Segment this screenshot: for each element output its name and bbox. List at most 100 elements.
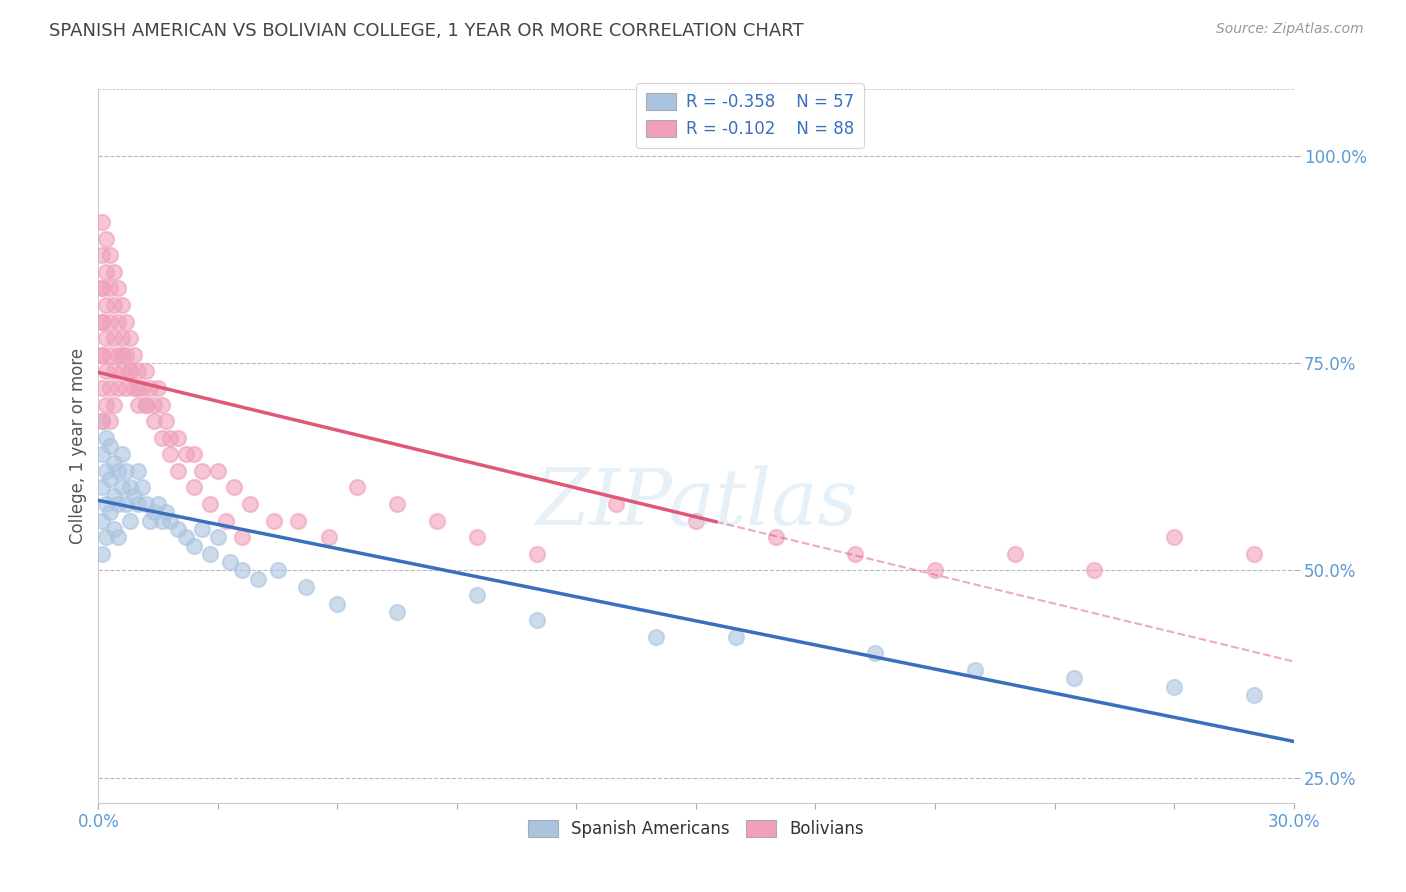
Point <box>1243 688 1265 702</box>
Point <box>96 231 118 245</box>
Point <box>844 547 866 561</box>
Point <box>167 464 190 478</box>
Point <box>167 522 190 536</box>
Point <box>103 522 125 536</box>
Point <box>139 514 162 528</box>
Point <box>183 481 205 495</box>
Point <box>103 265 125 279</box>
Point <box>107 281 129 295</box>
Point <box>96 497 118 511</box>
Point <box>115 314 138 328</box>
Point <box>724 630 747 644</box>
Point <box>167 431 190 445</box>
Point <box>139 381 162 395</box>
Point <box>346 481 368 495</box>
Point <box>287 514 309 528</box>
Point <box>91 514 114 528</box>
Point <box>207 530 229 544</box>
Point <box>1243 547 1265 561</box>
Point <box>103 298 125 312</box>
Point <box>91 481 114 495</box>
Point <box>765 530 787 544</box>
Point <box>107 464 129 478</box>
Point <box>183 539 205 553</box>
Point <box>150 514 173 528</box>
Point <box>91 248 114 262</box>
Point <box>198 497 221 511</box>
Point <box>98 381 122 395</box>
Point <box>426 514 449 528</box>
Point <box>191 464 214 478</box>
Point <box>685 514 707 528</box>
Point <box>155 505 177 519</box>
Point <box>107 530 129 544</box>
Point <box>124 348 146 362</box>
Text: ZIPatlas: ZIPatlas <box>534 465 858 541</box>
Point <box>1163 530 1185 544</box>
Point <box>159 514 181 528</box>
Point <box>159 431 181 445</box>
Point <box>267 564 290 578</box>
Point <box>91 314 114 328</box>
Point <box>526 613 548 627</box>
Point <box>127 364 149 378</box>
Point <box>1083 564 1105 578</box>
Point <box>91 281 114 295</box>
Point <box>526 547 548 561</box>
Point <box>155 414 177 428</box>
Point <box>98 348 122 362</box>
Point <box>1063 671 1085 685</box>
Point <box>131 481 153 495</box>
Point <box>1163 680 1185 694</box>
Point <box>150 431 173 445</box>
Point <box>111 364 134 378</box>
Point <box>96 364 118 378</box>
Point <box>107 381 129 395</box>
Point <box>645 630 668 644</box>
Point <box>111 331 134 345</box>
Text: SPANISH AMERICAN VS BOLIVIAN COLLEGE, 1 YEAR OR MORE CORRELATION CHART: SPANISH AMERICAN VS BOLIVIAN COLLEGE, 1 … <box>49 22 804 40</box>
Point <box>131 381 153 395</box>
Point <box>231 530 253 544</box>
Point <box>219 555 242 569</box>
Point <box>98 439 122 453</box>
Point <box>207 464 229 478</box>
Point <box>174 530 197 544</box>
Point <box>91 348 114 362</box>
Point <box>111 481 134 495</box>
Point <box>91 381 114 395</box>
Point <box>127 397 149 411</box>
Point <box>103 456 125 470</box>
Point <box>120 331 142 345</box>
Point <box>239 497 262 511</box>
Point <box>120 364 142 378</box>
Point <box>91 215 114 229</box>
Point <box>127 381 149 395</box>
Point <box>148 381 170 395</box>
Point <box>91 314 114 328</box>
Point <box>107 348 129 362</box>
Point <box>605 497 627 511</box>
Point <box>103 397 125 411</box>
Point <box>135 497 157 511</box>
Point <box>231 564 253 578</box>
Point <box>98 414 122 428</box>
Point <box>98 248 122 262</box>
Point <box>91 414 114 428</box>
Point <box>111 298 134 312</box>
Point <box>294 580 316 594</box>
Point <box>91 414 114 428</box>
Legend: Spanish Americans, Bolivians: Spanish Americans, Bolivians <box>522 813 870 845</box>
Point <box>91 547 114 561</box>
Point <box>98 314 122 328</box>
Point <box>120 364 142 378</box>
Point <box>96 397 118 411</box>
Point <box>91 348 114 362</box>
Point <box>111 348 134 362</box>
Point <box>120 514 142 528</box>
Point <box>124 381 146 395</box>
Point <box>198 547 221 561</box>
Point <box>91 281 114 295</box>
Point <box>318 530 340 544</box>
Point <box>326 597 349 611</box>
